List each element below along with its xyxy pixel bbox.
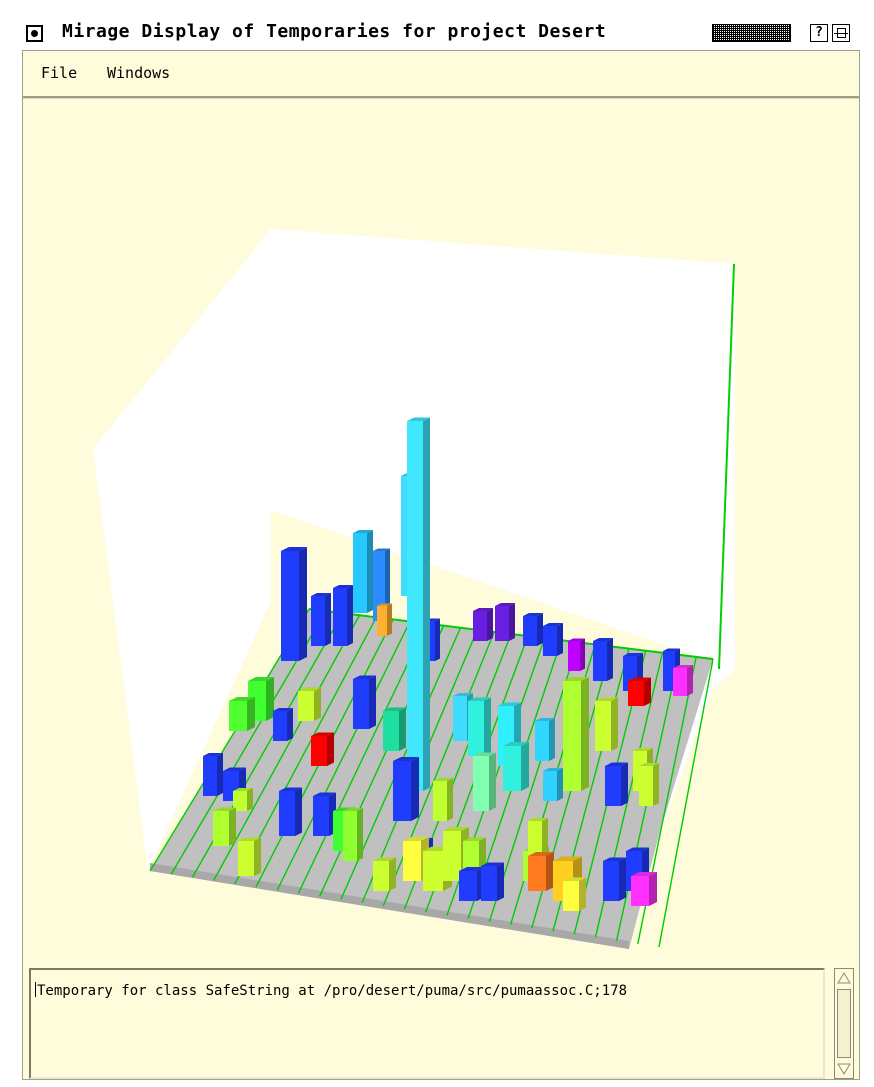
bar	[353, 530, 373, 613]
bar	[481, 862, 504, 901]
title-bar: Mirage Display of Temporaries for projec…	[0, 0, 874, 48]
help-icon[interactable]: ?	[810, 24, 828, 42]
bar	[568, 638, 585, 671]
menu-windows[interactable]: Windows	[107, 64, 171, 82]
message-area[interactable]: Temporary for class SafeString at /pro/d…	[29, 968, 825, 1079]
bar	[281, 547, 307, 661]
menu-file[interactable]: File	[41, 64, 78, 82]
temporaries-3d-plot	[93, 229, 735, 949]
bar	[473, 752, 496, 811]
bar	[603, 857, 626, 901]
bar	[333, 585, 353, 646]
message-text: Temporary for class SafeString at /pro/d…	[35, 982, 627, 999]
scroll-thumb[interactable]	[837, 989, 851, 1058]
bar	[468, 697, 491, 756]
bar	[279, 787, 302, 836]
main-window: File Windows Temporary for class SafeStr…	[22, 50, 860, 1080]
bar	[473, 608, 493, 641]
bar	[298, 687, 321, 721]
scroll-up-icon[interactable]	[836, 970, 852, 986]
grid-line	[276, 621, 411, 891]
bar	[605, 762, 628, 806]
bar	[248, 677, 274, 721]
bar	[273, 708, 293, 741]
bar	[383, 707, 406, 751]
bar	[595, 697, 618, 751]
bar	[543, 623, 563, 656]
bar	[311, 593, 331, 646]
3d-viewport[interactable]	[23, 101, 859, 959]
bar	[503, 742, 529, 791]
window-title: Mirage Display of Temporaries for projec…	[62, 21, 607, 42]
bar	[523, 613, 543, 646]
bar	[313, 792, 336, 836]
bar	[213, 807, 236, 846]
bar	[563, 877, 586, 911]
bar	[393, 757, 419, 821]
bar	[377, 603, 392, 636]
bar	[631, 872, 657, 906]
maximize-icon[interactable]	[832, 24, 850, 42]
grid-line	[382, 631, 495, 907]
bar	[407, 417, 430, 791]
bar	[639, 763, 659, 806]
bar	[563, 677, 589, 791]
bar	[433, 778, 453, 821]
title-pattern-icon	[712, 24, 791, 42]
bar	[495, 603, 515, 641]
bar	[353, 675, 376, 729]
right-wall	[659, 264, 735, 835]
message-label: Temporary for class SafeString at /pro/d…	[37, 983, 628, 999]
wall-edge	[718, 263, 735, 670]
grid-line	[297, 623, 428, 894]
window-menu-icon[interactable]	[26, 25, 43, 42]
bar	[543, 768, 563, 801]
bar	[311, 732, 334, 766]
bar	[535, 718, 555, 761]
bar	[229, 697, 255, 731]
scroll-down-icon[interactable]	[836, 1061, 852, 1077]
bar	[673, 665, 693, 696]
bar	[238, 837, 261, 876]
bar	[373, 857, 396, 891]
message-scrollbar[interactable]	[834, 968, 854, 1079]
bar	[628, 677, 651, 706]
bars	[203, 417, 693, 911]
bar	[233, 788, 253, 811]
grid-line	[213, 614, 361, 881]
menu-bar: File Windows	[23, 51, 859, 98]
bar	[343, 808, 363, 861]
left-wall	[93, 229, 271, 871]
bar	[203, 753, 223, 796]
bar	[528, 852, 554, 891]
text-caret	[35, 982, 36, 997]
grid-line	[658, 658, 714, 948]
bar	[593, 638, 613, 681]
